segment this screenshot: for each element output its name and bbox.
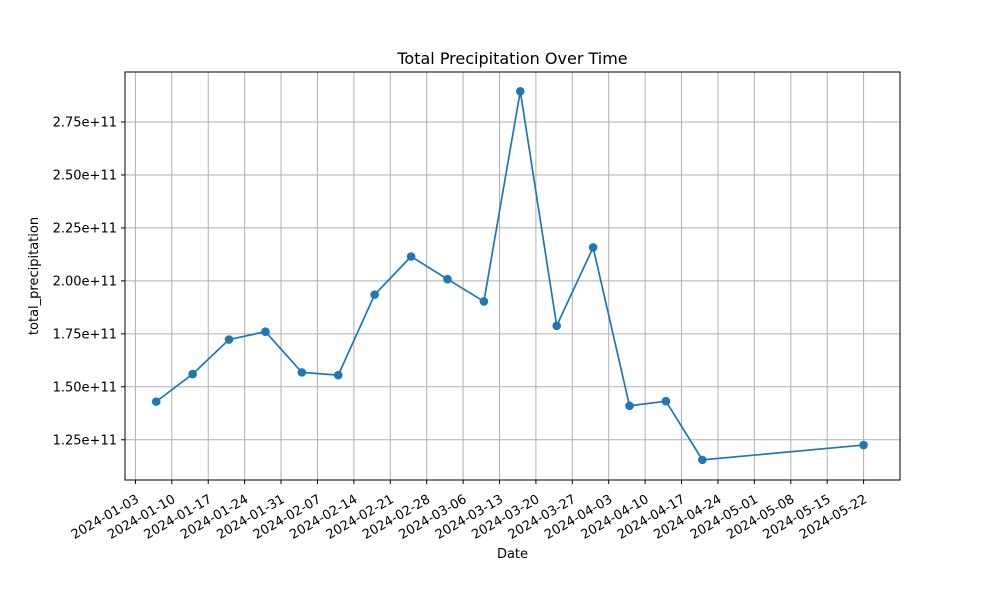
grid	[125, 72, 900, 480]
y-axis: 1.25e+11 1.50e+11 1.75e+11 2.00e+11 2.25e+11…	[53, 115, 125, 448]
data-point	[661, 396, 671, 406]
series-line	[155, 90, 864, 461]
y-tick-label: 2.25e+11	[53, 221, 117, 236]
y-tick-label: 1.50e+11	[53, 380, 117, 395]
data-point	[261, 327, 270, 337]
x-axis-label: Date	[497, 547, 528, 562]
y-tick-label: 2.75e+11	[53, 115, 117, 130]
data-point	[151, 397, 161, 406]
chart-title: Total Precipitation Over Time	[396, 49, 627, 68]
data-point	[516, 86, 525, 96]
y-axis-label: total_precipitation	[27, 217, 42, 335]
data-point	[406, 252, 416, 261]
y-tick-label: 2.00e+11	[53, 274, 117, 289]
series-area	[151, 86, 868, 465]
plot-frame	[124, 71, 901, 481]
data-point	[625, 401, 634, 411]
data-point	[859, 440, 868, 450]
data-point	[297, 368, 307, 377]
data-point	[370, 290, 379, 299]
data-point	[552, 321, 562, 331]
data-point	[188, 369, 197, 379]
data-point	[479, 297, 489, 306]
data-point	[443, 274, 452, 284]
data-point	[333, 370, 343, 380]
data-point	[224, 335, 234, 344]
y-tick-label: 1.25e+11	[53, 433, 117, 448]
y-tick-label: 1.75e+11	[53, 327, 117, 342]
x-axis: 2024-01-032024-01-102024-01-172024-01-24…	[69, 480, 870, 543]
data-point	[588, 243, 598, 252]
y-tick-label: 2.50e+11	[53, 168, 117, 183]
data-point	[698, 455, 707, 465]
